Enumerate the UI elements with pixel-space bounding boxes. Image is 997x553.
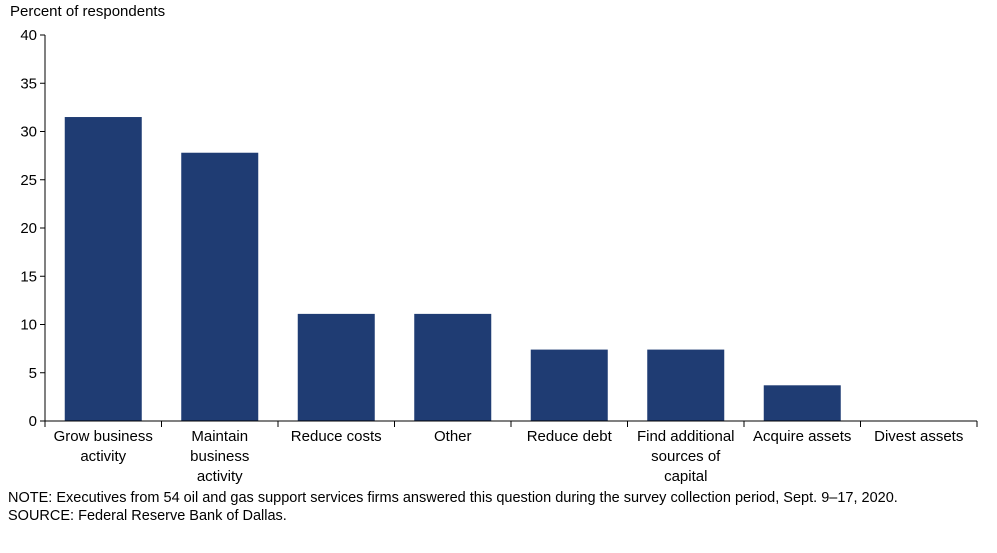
chart-notes: NOTE: Executives from 54 oil and gas sup… (8, 489, 986, 525)
note-text: NOTE: Executives from 54 oil and gas sup… (8, 490, 898, 506)
x-tick-label: Divest assets (874, 428, 963, 445)
bar (647, 349, 725, 421)
y-tick-label: 25 (20, 172, 37, 189)
bar (181, 152, 259, 422)
bar (297, 313, 375, 421)
y-tick-label: 20 (20, 220, 37, 237)
x-tick-label: Acquire assets (753, 428, 851, 445)
x-tick-label: Reduce costs (291, 428, 382, 445)
bar (530, 349, 608, 421)
y-tick-label: 5 (29, 365, 37, 382)
bar (763, 385, 841, 421)
y-axis-title: Percent of respondents (10, 3, 166, 20)
y-tick-label: 15 (20, 268, 37, 285)
x-tick-label: Find additional sources of capital (637, 428, 735, 485)
bar-chart: 0 5 10 15 20 25 30 35 40 Grow business activity Mai… (20, 27, 978, 485)
y-tick-label: 0 (29, 413, 37, 430)
x-tick-label: Maintain business activity (190, 428, 249, 485)
x-tick-label: Grow business activity (54, 428, 153, 465)
source-text: SOURCE: Federal Reserve Bank of Dallas. (8, 508, 287, 524)
bar (414, 313, 492, 421)
x-tick-label: Other (434, 428, 472, 445)
bar (64, 117, 142, 421)
y-tick-label: 10 (20, 317, 37, 334)
y-tick-label: 35 (20, 75, 37, 92)
x-tick-label: Reduce debt (527, 428, 613, 445)
y-tick-label: 40 (20, 27, 37, 44)
y-tick-label: 30 (20, 124, 37, 141)
